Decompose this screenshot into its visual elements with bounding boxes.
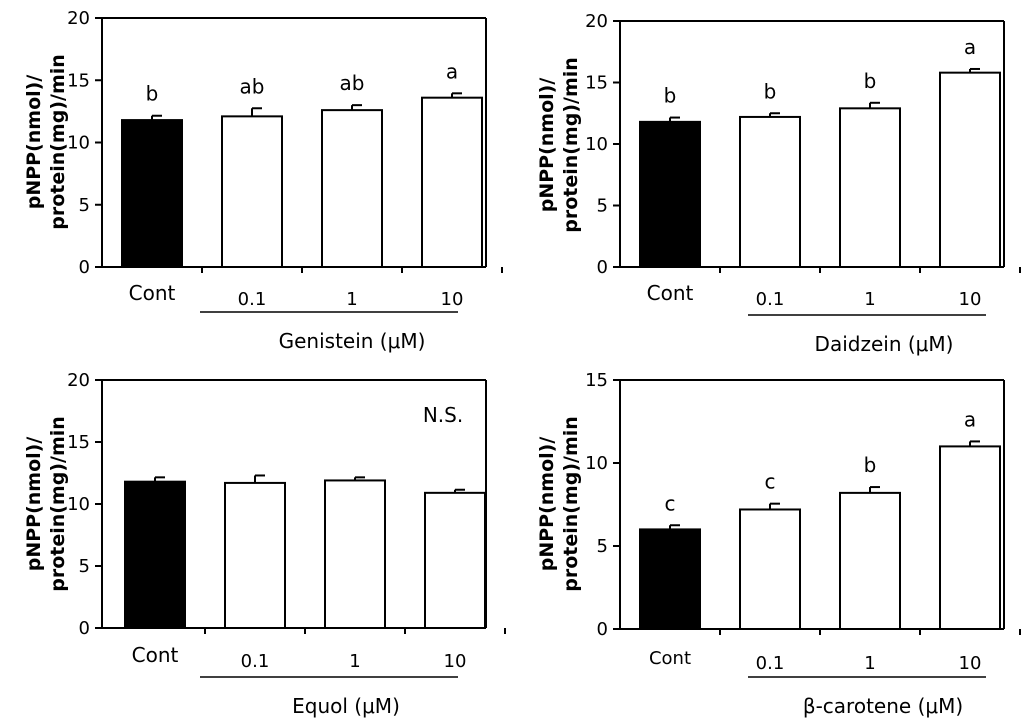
category-label: 10	[959, 289, 982, 310]
bar-1	[321, 109, 383, 268]
y-tick-label: 15	[67, 70, 90, 91]
category-label: 0.1	[241, 651, 270, 672]
significance-label: b	[146, 82, 159, 106]
category-label: 1	[346, 289, 357, 310]
bar-0_1	[739, 508, 801, 631]
bar-cont	[124, 480, 186, 629]
significance-label: a	[964, 407, 976, 431]
y-axis-label-line-1: pNPP(nmol)/	[23, 75, 45, 210]
category-label: 10	[444, 651, 467, 672]
group-label: β-carotene (μM)	[803, 694, 963, 718]
ns-label: N.S.	[423, 403, 463, 427]
y-tick-label: 15	[585, 73, 608, 94]
category-label: Cont	[129, 281, 176, 305]
y-tick-label: 15	[67, 432, 90, 453]
significance-label: c	[765, 470, 776, 494]
category-label: 1	[349, 651, 360, 672]
y-tick-label: 5	[79, 556, 90, 577]
y-tick-label: 20	[67, 370, 90, 391]
bar-10	[424, 491, 486, 629]
y-axis-label-line-1: pNPP(nmol)/	[23, 437, 45, 572]
category-label: 10	[959, 653, 982, 674]
bar-10	[421, 96, 483, 269]
category-label: 10	[441, 289, 464, 310]
group-label: Genistein (μM)	[279, 329, 426, 353]
significance-label: a	[964, 35, 976, 59]
y-axis-label: pNPP(nmol)/protein(mg)/min	[536, 416, 582, 592]
y-tick-label: 20	[585, 11, 608, 32]
y-tick-label: 10	[585, 134, 608, 155]
y-tick-label: 5	[597, 196, 608, 217]
chart-panel-4: 0 5 10 15 c Cont c 0.1 b 1 a 10 β-carotene (μM) pNPP(…	[536, 370, 1021, 718]
y-axis-label-line-1: pNPP(nmol)/	[536, 437, 558, 572]
y-axis-label-line-2: protein(mg)/min	[47, 416, 69, 592]
y-tick-label: 0	[79, 618, 90, 639]
y-tick-label: 0	[597, 257, 608, 278]
bar-cont	[639, 120, 701, 268]
chart-panel-3: 0 5 10 15 20 Cont 0.1 1 10 Equol (μM) pNPP(nmol)/p…	[23, 370, 506, 718]
y-tick-label: 10	[585, 453, 608, 474]
y-tick-label: 5	[597, 536, 608, 557]
y-axis-label: pNPP(nmol)/protein(mg)/min	[536, 57, 582, 233]
y-axis-label: pNPP(nmol)/protein(mg)/min	[23, 416, 69, 592]
bar-1	[324, 479, 386, 629]
y-tick-label: 0	[597, 619, 608, 640]
significance-label: ab	[240, 74, 265, 98]
category-label: 0.1	[238, 289, 267, 310]
group-label: Daidzein (μM)	[815, 332, 954, 356]
significance-label: b	[664, 84, 677, 108]
significance-label: b	[864, 69, 877, 93]
y-axis-label-line-2: protein(mg)/min	[47, 54, 69, 230]
group-label: Equol (μM)	[292, 694, 400, 718]
bar-1	[839, 491, 901, 630]
category-label: 1	[864, 289, 875, 310]
y-tick-label: 10	[67, 133, 90, 154]
significance-label: b	[864, 453, 877, 477]
category-label: Cont	[647, 281, 694, 305]
y-axis-label: pNPP(nmol)/protein(mg)/min	[23, 54, 69, 230]
bar-1	[839, 107, 901, 268]
category-label: Cont	[649, 648, 691, 669]
significance-label: a	[446, 59, 458, 83]
bar-cont	[639, 528, 701, 631]
category-label: 0.1	[756, 289, 785, 310]
significance-label: ab	[340, 71, 365, 95]
y-axis-label-line-2: protein(mg)/min	[560, 416, 582, 592]
significance-label: c	[665, 491, 676, 515]
y-axis-label-line-1: pNPP(nmol)/	[536, 78, 558, 213]
y-tick-label: 20	[67, 8, 90, 29]
bar-10	[939, 71, 1001, 268]
y-axis-label-line-2: protein(mg)/min	[560, 57, 582, 233]
category-label: 0.1	[756, 653, 785, 674]
y-tick-label: 10	[67, 494, 90, 515]
chart-panel-2: 0 5 10 15 20 b Cont b 0.1 b 1 a 10 Daidzein (μM) pNPP(…	[536, 11, 1021, 356]
bar-0_1	[739, 115, 801, 268]
significance-label: b	[764, 79, 777, 103]
y-tick-label: 5	[79, 195, 90, 216]
bar-cont	[121, 119, 183, 268]
bar-0_1	[224, 481, 286, 630]
y-tick-label: 15	[585, 370, 608, 391]
bar-0_1	[221, 115, 283, 269]
y-tick-label: 0	[79, 257, 90, 278]
bar-10	[939, 445, 1001, 630]
category-label: Cont	[132, 643, 179, 667]
category-label: 1	[864, 653, 875, 674]
chart-panel-1: 0 5 10 15 20 b Cont ab 0.1 ab 1 a 10 Genistein (μM) pN…	[23, 8, 503, 353]
